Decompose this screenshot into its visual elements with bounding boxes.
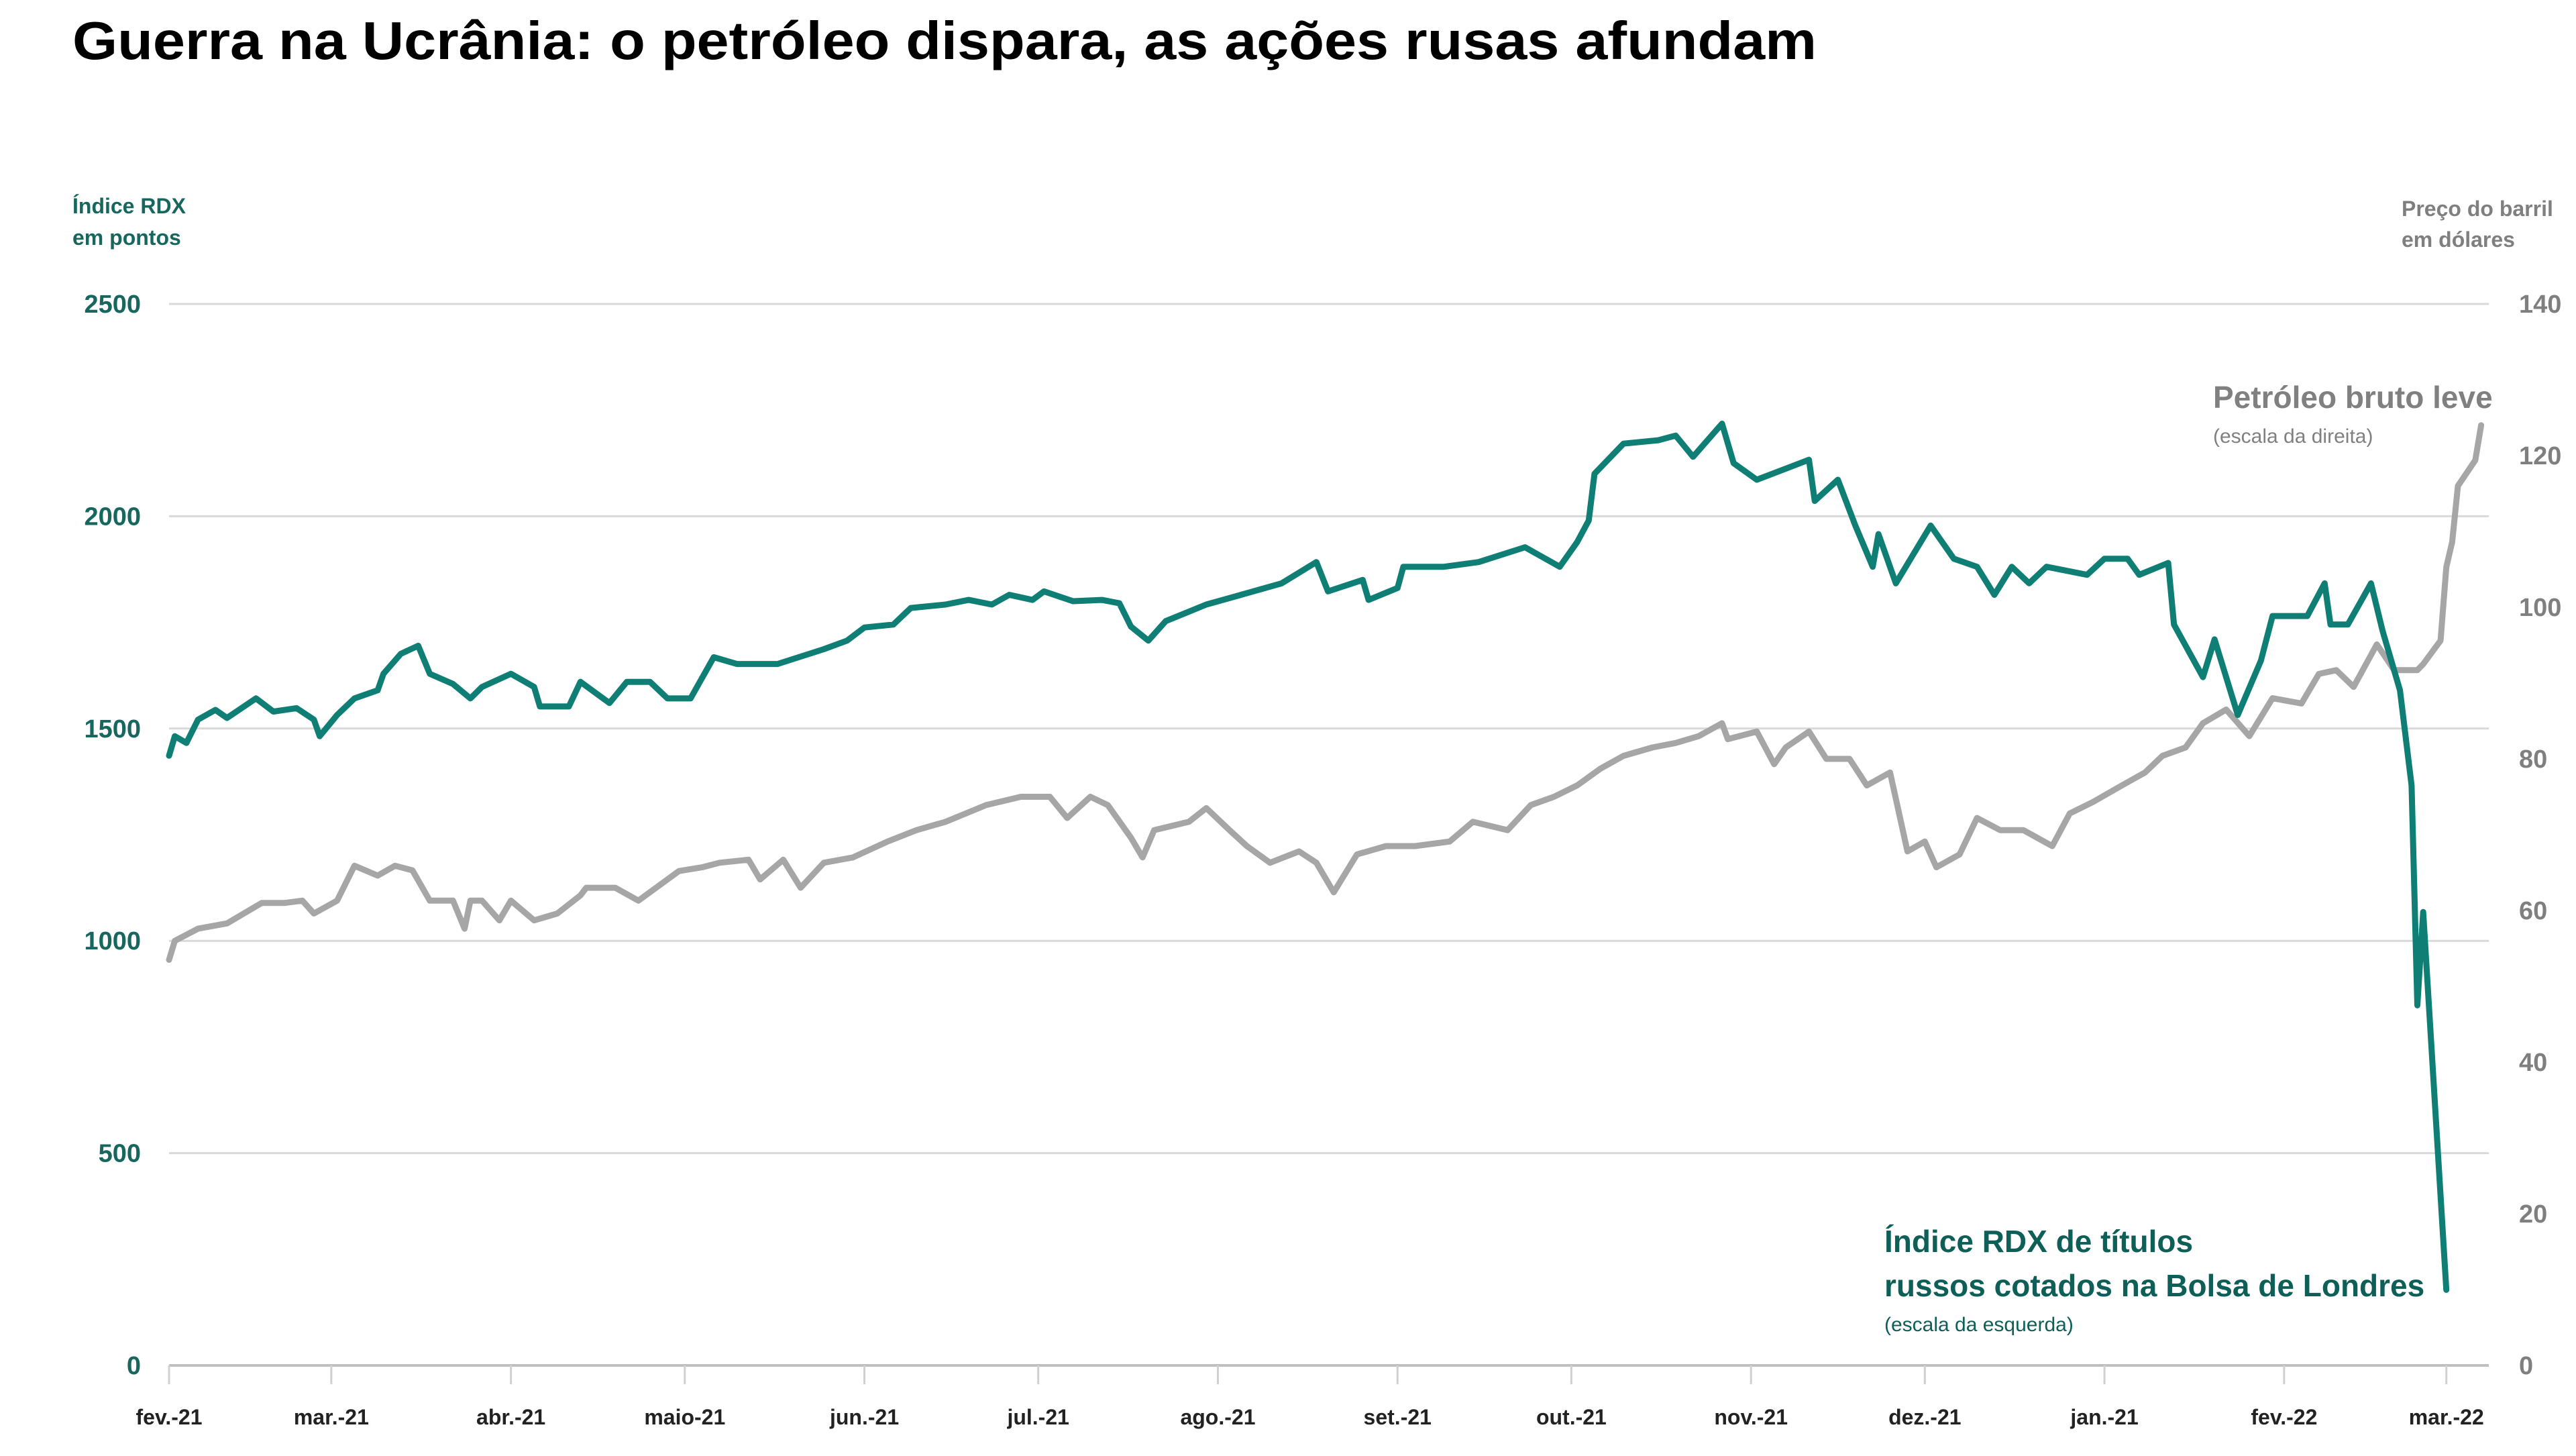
x-tick-label: dez.-21 bbox=[1888, 1405, 1961, 1429]
x-tick-label: mar.-22 bbox=[2409, 1405, 2484, 1429]
x-tick-label: jun.-21 bbox=[829, 1405, 899, 1429]
x-tick-label: ago.-21 bbox=[1180, 1405, 1255, 1429]
x-tick-label: fev.-22 bbox=[2251, 1405, 2317, 1429]
left-tick-label: 2000 bbox=[84, 503, 141, 531]
x-tick-label: jan.-21 bbox=[2070, 1405, 2138, 1429]
gridlines bbox=[169, 303, 2489, 1367]
oil-series-label: Petróleo bruto leve bbox=[2213, 380, 2493, 415]
right-tick-label: 20 bbox=[2519, 1200, 2547, 1229]
x-tick-label: maio-21 bbox=[644, 1405, 725, 1429]
rdx-series-line bbox=[166, 420, 2450, 1293]
right-axis-title-line1: Preço do barril bbox=[2402, 197, 2553, 221]
left-tick-label: 0 bbox=[127, 1352, 141, 1380]
x-tick-label: fev.-21 bbox=[136, 1405, 202, 1429]
rdx-series-label-line1: Índice RDX de títulos bbox=[1884, 1224, 2193, 1259]
right-tick-label: 60 bbox=[2519, 897, 2547, 925]
right-tick-label: 100 bbox=[2519, 594, 2561, 622]
right-tick-label: 120 bbox=[2519, 442, 2561, 470]
x-axis-ticks: fev.-21 mar.-21 abr.-21 maio-21 jun.-21 jul.-… bbox=[136, 1365, 2484, 1429]
chart-title: Guerra na Ucrânia: o petróleo dispara, a… bbox=[72, 11, 1817, 70]
left-tick-label: 1500 bbox=[84, 715, 141, 743]
x-tick-label: nov.-21 bbox=[1714, 1405, 1788, 1429]
series-lines bbox=[166, 420, 2485, 1293]
left-axis-title-line1: Índice RDX bbox=[72, 194, 186, 218]
x-tick-label: jul.-21 bbox=[1006, 1405, 1069, 1429]
right-tick-label: 40 bbox=[2519, 1049, 2547, 1077]
y-axis-ticks: 0 500 1000 1500 2000 2500 0 20 40 60 80 100 120 140 bbox=[84, 291, 2561, 1380]
left-axis-title-line2: em pontos bbox=[72, 225, 181, 250]
x-tick-label: out.-21 bbox=[1536, 1405, 1607, 1429]
x-tick-label: abr.-21 bbox=[476, 1405, 545, 1429]
oil-series-line bbox=[166, 422, 2485, 963]
x-tick-label: set.-21 bbox=[1364, 1405, 1432, 1429]
x-tick-label: mar.-21 bbox=[294, 1405, 369, 1429]
right-tick-label: 140 bbox=[2519, 291, 2561, 319]
left-tick-label: 1000 bbox=[84, 927, 141, 955]
right-axis-title-line2: em dólares bbox=[2402, 227, 2515, 252]
right-tick-label: 0 bbox=[2519, 1352, 2533, 1380]
oil-series-note: (escala da direita) bbox=[2213, 425, 2373, 448]
rdx-series-label-line2: russos cotados na Bolsa de Londres bbox=[1884, 1268, 2424, 1303]
right-tick-label: 80 bbox=[2519, 745, 2547, 774]
rdx-series-note: (escala da esquerda) bbox=[1884, 1314, 2074, 1336]
left-tick-label: 500 bbox=[99, 1140, 141, 1168]
left-tick-label: 2500 bbox=[84, 291, 141, 319]
